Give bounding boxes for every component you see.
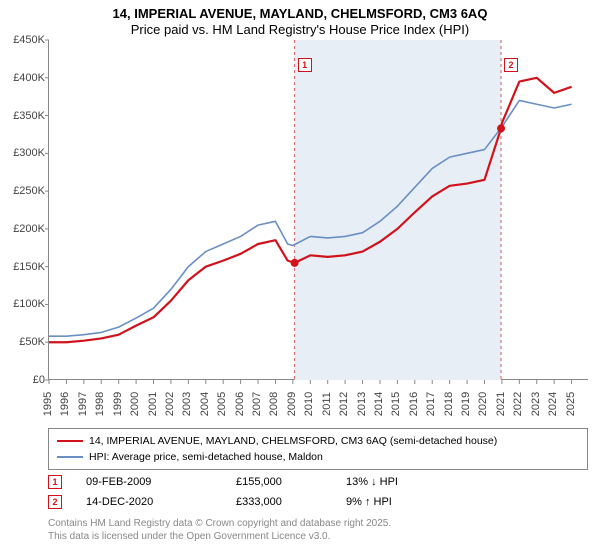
transaction-price: £155,000 bbox=[236, 476, 346, 488]
y-axis-label: £250K bbox=[0, 185, 45, 197]
title-line2: Price paid vs. HM Land Registry's House … bbox=[0, 22, 600, 37]
x-axis-label: 2004 bbox=[199, 392, 211, 416]
x-axis-label: 2008 bbox=[268, 392, 280, 416]
x-axis-label: 2006 bbox=[234, 392, 246, 416]
legend-swatch bbox=[57, 440, 83, 442]
y-axis-label: £300K bbox=[0, 147, 45, 159]
legend-item: 14, IMPERIAL AVENUE, MAYLAND, CHELMSFORD… bbox=[57, 433, 579, 449]
attribution-line: Contains HM Land Registry data © Crown c… bbox=[48, 518, 588, 531]
title-line1: 14, IMPERIAL AVENUE, MAYLAND, CHELMSFORD… bbox=[0, 6, 600, 21]
attribution: Contains HM Land Registry data © Crown c… bbox=[48, 518, 588, 543]
x-axis-label: 1997 bbox=[77, 392, 89, 416]
transaction-date: 14-DEC-2020 bbox=[86, 496, 236, 508]
x-axis-label: 1999 bbox=[112, 392, 124, 416]
y-axis-label: £150K bbox=[0, 261, 45, 273]
x-axis-label: 2023 bbox=[530, 392, 542, 416]
x-axis-label: 2025 bbox=[565, 392, 577, 416]
x-axis-label: 1996 bbox=[59, 392, 71, 416]
x-axis-label: 2014 bbox=[373, 392, 385, 416]
legend-item: HPI: Average price, semi-detached house,… bbox=[57, 449, 579, 465]
y-axis-label: £100K bbox=[0, 298, 45, 310]
x-axis-label: 2012 bbox=[338, 392, 350, 416]
chart-area: 1 2 £0 £50K £100K £150K £200K £250K £300K £350K £4… bbox=[0, 40, 600, 420]
x-axis-label: 2017 bbox=[425, 392, 437, 416]
x-axis-label: 2022 bbox=[512, 392, 524, 416]
chart-marker-label: 1 bbox=[298, 58, 312, 72]
x-axis-label: 2016 bbox=[408, 392, 420, 416]
x-axis-label: 1998 bbox=[94, 392, 106, 416]
transaction-marker: 2 bbox=[48, 495, 62, 509]
chart-title-block: 14, IMPERIAL AVENUE, MAYLAND, CHELMSFORD… bbox=[0, 0, 600, 37]
legend-text: 14, IMPERIAL AVENUE, MAYLAND, CHELMSFORD… bbox=[89, 435, 497, 447]
x-axis-label: 2015 bbox=[390, 392, 402, 416]
y-axis-label: £200K bbox=[0, 223, 45, 235]
x-axis-label: 2019 bbox=[460, 392, 472, 416]
chart-marker-label: 2 bbox=[504, 58, 518, 72]
y-axis-label: £50K bbox=[0, 336, 45, 348]
y-axis-label: £450K bbox=[0, 34, 45, 46]
y-axis-label: £400K bbox=[0, 72, 45, 84]
legend: 14, IMPERIAL AVENUE, MAYLAND, CHELMSFORD… bbox=[48, 428, 588, 470]
transaction-diff: 13% ↓ HPI bbox=[346, 476, 446, 488]
legend-swatch bbox=[57, 456, 83, 458]
x-axis-label: 1995 bbox=[42, 392, 54, 416]
x-axis-label: 2007 bbox=[251, 392, 263, 416]
x-axis-label: 2011 bbox=[321, 392, 333, 416]
transaction-date: 09-FEB-2009 bbox=[86, 476, 236, 488]
transaction-row: 2 14-DEC-2020 £333,000 9% ↑ HPI bbox=[48, 492, 588, 512]
x-axis-label: 2024 bbox=[547, 392, 559, 416]
transactions-table: 1 09-FEB-2009 £155,000 13% ↓ HPI 2 14-DE… bbox=[48, 472, 588, 512]
x-axis-label: 2005 bbox=[216, 392, 228, 416]
plot-region bbox=[48, 40, 588, 380]
x-axis-label: 2001 bbox=[147, 392, 159, 416]
transaction-price: £333,000 bbox=[236, 496, 346, 508]
x-axis-label: 2009 bbox=[286, 392, 298, 416]
x-axis-label: 2020 bbox=[477, 392, 489, 416]
legend-text: HPI: Average price, semi-detached house,… bbox=[89, 451, 323, 463]
x-axis-label: 2003 bbox=[181, 392, 193, 416]
transaction-diff: 9% ↑ HPI bbox=[346, 496, 446, 508]
x-axis-label: 2002 bbox=[164, 392, 176, 416]
transaction-row: 1 09-FEB-2009 £155,000 13% ↓ HPI bbox=[48, 472, 588, 492]
attribution-line: This data is licensed under the Open Gov… bbox=[48, 531, 588, 544]
x-axis-label: 2010 bbox=[303, 392, 315, 416]
x-axis-label: 2021 bbox=[495, 392, 507, 416]
transaction-marker: 1 bbox=[48, 475, 62, 489]
y-axis-label: £0 bbox=[0, 374, 45, 386]
y-axis-label: £350K bbox=[0, 110, 45, 122]
x-axis-label: 2018 bbox=[443, 392, 455, 416]
x-axis-label: 2000 bbox=[129, 392, 141, 416]
x-axis-label: 2013 bbox=[356, 392, 368, 416]
